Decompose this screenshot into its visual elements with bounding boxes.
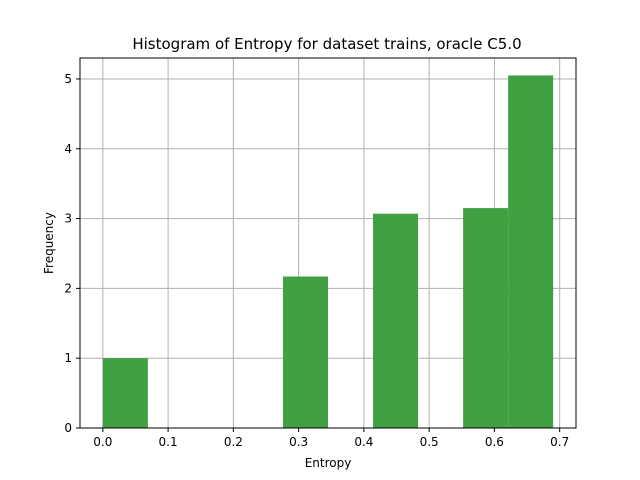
x-tick-label: 0.3	[289, 435, 308, 449]
x-tick-label: 0.1	[159, 435, 178, 449]
y-tick-label: 0	[64, 421, 72, 435]
y-tick-label: 5	[64, 72, 72, 86]
bars-layer	[102, 75, 554, 429]
histogram-bar	[102, 358, 148, 428]
x-tick-label: 0.0	[93, 435, 112, 449]
histogram-bar	[463, 208, 509, 428]
x-tick-label: 0.4	[354, 435, 373, 449]
chart-title: Histogram of Entropy for dataset trains,…	[132, 35, 521, 53]
x-tick-label: 0.6	[485, 435, 504, 449]
histogram-bar	[373, 213, 419, 428]
y-tick-label: 4	[64, 142, 72, 156]
x-tick-label: 0.5	[420, 435, 439, 449]
y-axis-label: Frequency	[42, 212, 56, 274]
y-tick-label: 2	[64, 281, 72, 295]
plot-frame	[79, 57, 577, 429]
y-tick-label: 1	[64, 351, 72, 365]
x-tick-label: 0.2	[224, 435, 243, 449]
histogram-bar	[508, 75, 554, 429]
histogram-bar	[282, 276, 328, 428]
x-axis-label: Entropy	[305, 456, 352, 470]
grid-layer	[80, 58, 576, 429]
y-tick-label: 3	[64, 212, 72, 226]
ticks-layer: 0.0 0.1 0.2 0.3 0.4 0.5 0.6 0.7 0 1 2 3 4 5	[64, 72, 569, 449]
x-tick-label: 0.7	[550, 435, 569, 449]
